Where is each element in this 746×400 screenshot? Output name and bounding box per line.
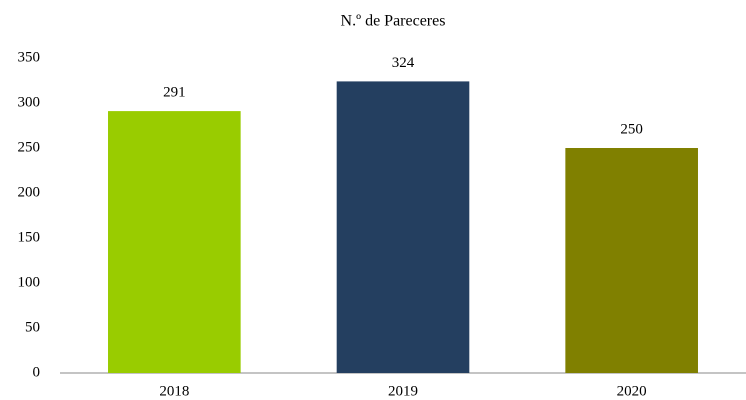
chart-title: N.º de Pareceres xyxy=(341,13,446,30)
y-tick-label: 0 xyxy=(33,364,41,380)
x-tick-label: 2019 xyxy=(388,383,418,399)
y-tick-label: 100 xyxy=(18,274,41,290)
y-tick-label: 250 xyxy=(18,139,41,155)
data-label: 250 xyxy=(620,121,643,137)
bar xyxy=(108,111,241,373)
bar xyxy=(336,81,470,374)
y-tick-label: 200 xyxy=(18,184,41,200)
y-tick-label: 350 xyxy=(18,49,41,65)
y-tick-label: 50 xyxy=(25,319,40,335)
data-label: 291 xyxy=(163,85,186,101)
data-label: 324 xyxy=(392,55,415,71)
y-tick-label: 300 xyxy=(18,94,41,110)
x-tick-label: 2018 xyxy=(159,383,189,399)
y-tick-label: 150 xyxy=(18,229,41,245)
x-tick-label: 2020 xyxy=(617,383,647,399)
bar xyxy=(565,148,698,373)
